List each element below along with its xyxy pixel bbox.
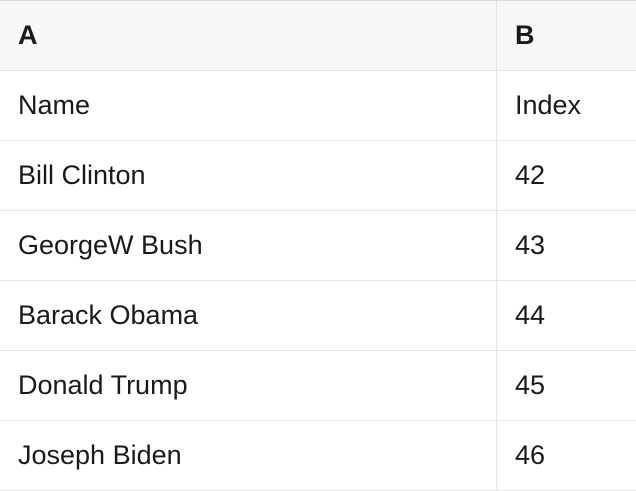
cell-b[interactable]: 44 xyxy=(497,281,636,350)
column-header-b[interactable]: B xyxy=(497,1,636,70)
cell-b[interactable]: 43 xyxy=(497,211,636,280)
cell-b[interactable]: 45 xyxy=(497,351,636,420)
cell-b[interactable]: Index xyxy=(497,71,636,140)
table-row: GeorgeW Bush 43 xyxy=(0,211,636,281)
table-row: Name Index xyxy=(0,71,636,141)
cell-text: Joseph Biden xyxy=(18,440,182,470)
table-row: Donald Trump 45 xyxy=(0,351,636,421)
cell-b[interactable]: 46 xyxy=(497,421,636,490)
cell-a[interactable]: Joseph Biden xyxy=(0,421,497,490)
cell-a[interactable]: Name xyxy=(0,71,497,140)
cell-a[interactable]: Bill Clinton xyxy=(0,141,497,210)
cell-text: Donald Trump xyxy=(18,370,188,400)
column-header-b-label: B xyxy=(515,20,535,50)
cell-b[interactable]: 42 xyxy=(497,141,636,210)
cell-text: 46 xyxy=(515,440,546,470)
cell-a[interactable]: GeorgeW Bush xyxy=(0,211,497,280)
table-row: Joseph Biden 46 xyxy=(0,421,636,491)
table-row: Barack Obama 44 xyxy=(0,281,636,351)
cell-text: Index xyxy=(515,90,582,120)
column-header-a-label: A xyxy=(18,20,38,50)
table-row: Bill Clinton 42 xyxy=(0,141,636,211)
cell-text: 45 xyxy=(515,370,546,400)
cell-a[interactable]: Barack Obama xyxy=(0,281,497,350)
cell-text: 42 xyxy=(515,160,546,190)
cell-text: 43 xyxy=(515,230,546,260)
cell-text: Name xyxy=(18,90,91,120)
cell-text: GeorgeW Bush xyxy=(18,230,203,260)
cell-text: Bill Clinton xyxy=(18,160,146,190)
cell-a[interactable]: Donald Trump xyxy=(0,351,497,420)
column-header-a[interactable]: A xyxy=(0,1,497,70)
cell-text: 44 xyxy=(515,300,546,330)
cell-text: Barack Obama xyxy=(18,300,199,330)
header-row: A B xyxy=(0,1,636,71)
